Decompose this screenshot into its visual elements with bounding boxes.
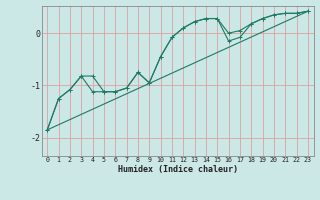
X-axis label: Humidex (Indice chaleur): Humidex (Indice chaleur) [118,165,237,174]
